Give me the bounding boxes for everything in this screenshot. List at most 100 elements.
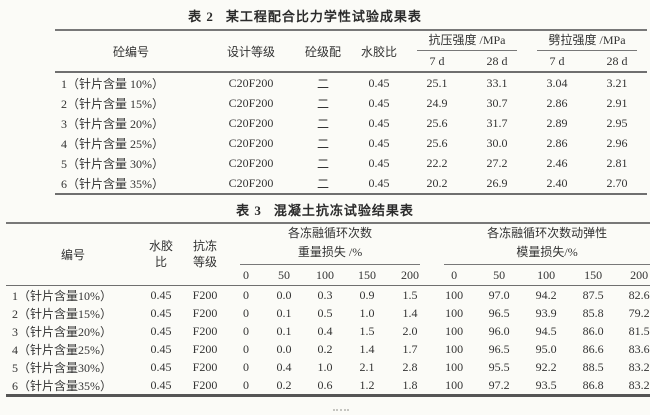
cell-value: 25.6 (426, 135, 448, 150)
cell-modulus-loss: 100 (445, 359, 464, 374)
header-splitting-strength-group: 劈拉强度 /MPa (527, 30, 647, 51)
header-cycle-0: 0 (432, 265, 477, 287)
cell-ratio: 0.45 (150, 323, 172, 338)
header-cycle-150: 150 (570, 265, 617, 287)
header-7d: 7 d (407, 51, 467, 73)
cell-ratio: 0.45 (150, 377, 172, 392)
table-row: 2（针片含量 15%） C20F200 二 0.45 24.9 30.7 2.86 2.91 (55, 93, 647, 113)
document-page: 表 2 某工程配合比力学性试验成果表 砼编号 设计等级 砼级配 水胶比 抗压强度 … (0, 6, 650, 411)
cell-value: 2.86 (546, 135, 568, 150)
cell-weight-loss: 0.4 (276, 359, 292, 374)
cell-modulus-loss: 86.6 (582, 341, 604, 356)
cell-value: 2.40 (546, 175, 568, 190)
cell-ratio: 0.45 (150, 359, 172, 374)
cell-modulus-loss: 100 (445, 341, 464, 356)
cell-modulus-loss: 95.0 (535, 341, 557, 356)
header-compressive-strength-group: 抗压强度 /MPa (407, 30, 527, 51)
table2-header-row-1: 砼编号 设计等级 砼级配 水胶比 抗压强度 /MPa 劈拉强度 /MPa (55, 30, 647, 73)
row-label: 4（针片含量 25%） (61, 136, 164, 151)
table3-caption-number: 表 3 (236, 203, 262, 218)
row-label: 6（针片含量 35%） (61, 176, 164, 191)
cell-weight-loss: 0.1 (276, 323, 292, 338)
header-7d: 7 d (527, 51, 588, 73)
cell-modulus-loss: 96.0 (488, 323, 510, 338)
cell-design-grade: C20F200 (228, 75, 274, 90)
cell-value: 30.7 (486, 95, 508, 110)
cell-modulus-loss: 85.8 (582, 305, 604, 320)
cell-ratio: 0.45 (368, 75, 390, 90)
cell-design-grade: C20F200 (228, 175, 274, 190)
cell-modulus-loss: 93.9 (535, 305, 557, 320)
cell-modulus-loss: 82.6 (628, 287, 650, 302)
cell-frost-grade: F200 (192, 377, 218, 392)
row-label: 1（针片含量 10%） (61, 76, 164, 91)
header-frost-grade: 抗冻 等级 (182, 223, 228, 287)
cell-frost-grade: F200 (192, 359, 218, 374)
cell-modulus-loss: 94.2 (535, 287, 557, 302)
cell-modulus-loss: 96.5 (488, 341, 510, 356)
cell-modulus-loss: 100 (445, 323, 464, 338)
cell-modulus-loss: 97.0 (488, 287, 510, 302)
cell-modulus-loss: 79.2 (628, 305, 650, 320)
row-label: 5（针片含量 30%） (61, 156, 164, 171)
table-row: 4（针片含量25%） 0.45 F200 0 0.0 0.2 1.4 1.7 100 96.5 95… (6, 340, 650, 358)
cell-modulus-loss: 100 (445, 305, 464, 320)
cell-modulus-loss: 83.6 (628, 341, 650, 356)
table-row: 2（针片含量15%） 0.45 F200 0 0.1 0.5 1.0 1.4 100 96.5 93… (6, 304, 650, 322)
cell-weight-loss: 0.1 (276, 305, 292, 320)
header-cycle-0: 0 (228, 265, 264, 287)
table-row: 1（针片含量10%） 0.45 F200 0 0.0 0.3 0.9 1.5 100 97.0 94… (6, 286, 650, 305)
cell-value: 25.6 (426, 115, 448, 130)
cell-value: 26.9 (486, 175, 508, 190)
table2-mix-mechanical-results: 砼编号 设计等级 砼级配 水胶比 抗压强度 /MPa 劈拉强度 /MPa 7 d… (55, 29, 648, 195)
cell-modulus-loss: 86.0 (582, 323, 604, 338)
header-cycle-150: 150 (346, 265, 388, 287)
row-label: 5（针片含量30%） (12, 360, 112, 375)
cell-value: 2.91 (606, 95, 628, 110)
cell-ratio: 0.45 (368, 155, 390, 170)
cell-value: 33.1 (486, 75, 508, 90)
cell-weight-loss: 0.0 (276, 287, 292, 302)
header-modulus-loss-group: 各冻融循环次数动弹性 模量损失/% (432, 223, 650, 266)
page-number-cropped (333, 409, 349, 415)
table-row: 6（针片含量 35%） C20F200 二 0.45 20.2 26.9 2.40 2.70 (55, 173, 647, 194)
table-row: 1（针片含量 10%） C20F200 二 0.45 25.1 33.1 3.04 3.21 (55, 72, 647, 93)
cell-value: 31.7 (486, 115, 508, 130)
cell-frost-grade: F200 (192, 305, 218, 320)
table3-caption: 表 3 混凝土抗冻试验结果表 (5, 200, 645, 219)
cell-frost-grade: F200 (192, 287, 218, 302)
table2-caption-text: 某工程配合比力学性试验成果表 (225, 9, 422, 24)
cell-weight-loss: 2.8 (402, 359, 418, 374)
header-gradation: 砼级配 (295, 30, 351, 73)
cell-weight-loss: 0.5 (317, 305, 333, 320)
cell-weight-loss: 1.4 (359, 341, 375, 356)
cell-ratio: 0.45 (150, 305, 172, 320)
cell-modulus-loss: 100 (445, 287, 464, 302)
header-water-binder-ratio: 水胶比 (351, 30, 407, 73)
table-row: 6（针片含量35%） 0.45 F200 0 0.2 0.6 1.2 1.8 100 97.2 93… (6, 376, 650, 396)
cell-modulus-loss: 83.2 (628, 377, 650, 392)
header-design-grade: 设计等级 (207, 30, 295, 73)
cell-ratio: 0.45 (150, 287, 172, 302)
cell-weight-loss: 0.9 (359, 287, 375, 302)
cell-frost-grade: F200 (192, 341, 218, 356)
row-label: 3（针片含量20%） (12, 324, 112, 339)
row-label: 6（针片含量35%） (12, 378, 112, 393)
cell-ratio: 0.45 (368, 95, 390, 110)
header-weight-loss-group: 各冻融循环次数 重量损失 /% (228, 223, 432, 266)
cell-ratio: 0.45 (368, 115, 390, 130)
cell-value: 24.9 (426, 95, 448, 110)
table-row: 4（针片含量 25%） C20F200 二 0.45 25.6 30.0 2.86 2.96 (55, 133, 647, 153)
cell-value: 25.1 (426, 75, 448, 90)
cell-weight-loss: 2.0 (402, 323, 418, 338)
cell-weight-loss: 1.8 (402, 377, 418, 392)
cell-value: 2.95 (606, 115, 628, 130)
cell-value: 22.2 (426, 155, 448, 170)
table-row: 3（针片含量20%） 0.45 F200 0 0.1 0.4 1.5 2.0 100 96.0 94… (6, 322, 650, 340)
table3-header-row-2: 0 50 100 150 200 0 50 100 150 200 (6, 265, 650, 287)
table2-caption: 表 2 某工程配合比力学性试验成果表 (10, 6, 600, 25)
cell-value: 2.81 (606, 155, 628, 170)
row-label: 3（针片含量 20%） (61, 116, 164, 131)
cell-weight-loss: 0 (243, 323, 249, 338)
header-cycle-200: 200 (388, 265, 433, 287)
